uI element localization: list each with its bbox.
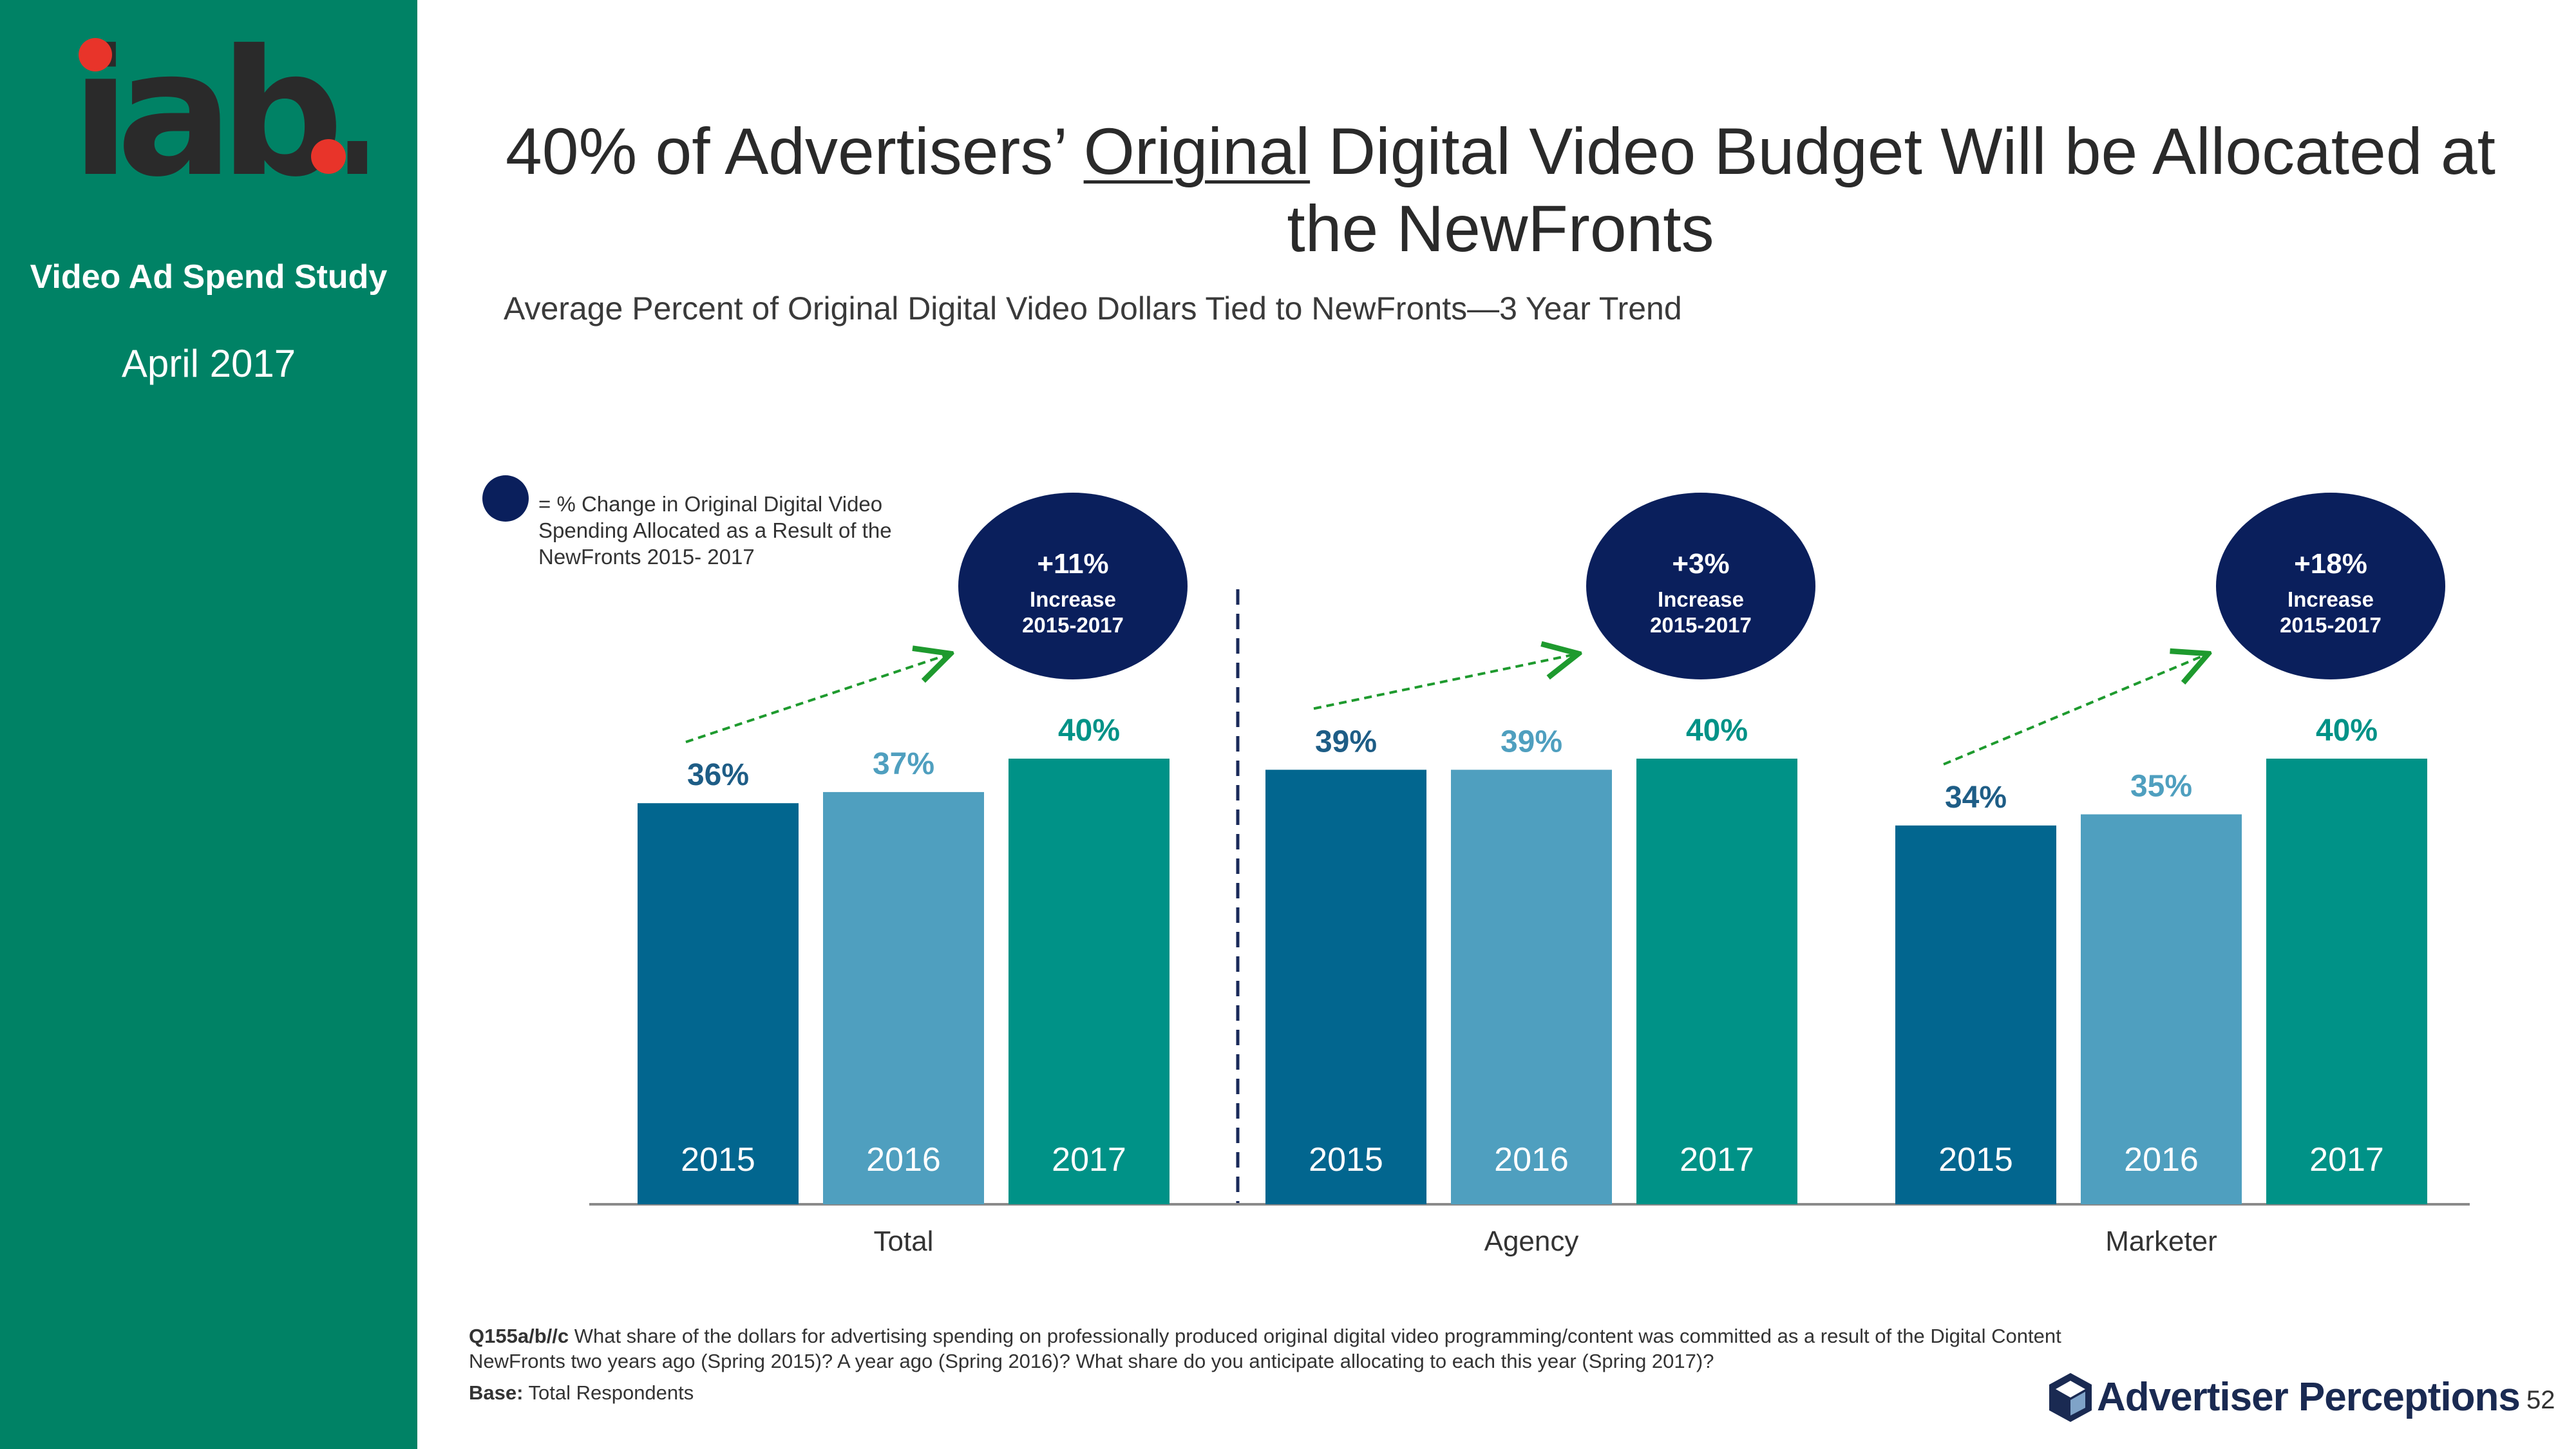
category-label-agency: Agency bbox=[1484, 1226, 1579, 1257]
category-label-marketer: Marketer bbox=[2105, 1226, 2217, 1257]
sidebar: iab. Video Ad Spend Study April 2017 bbox=[0, 0, 417, 1449]
year-label-total-2016: 2016 bbox=[866, 1141, 941, 1179]
brand-name: Advertiser Perceptions bbox=[2097, 1375, 2521, 1419]
value-label-agency-2016: 39% bbox=[1501, 724, 1562, 759]
iab-logo-dot-top bbox=[79, 38, 112, 71]
change-line2-agency: 2015-2017 bbox=[1650, 613, 1752, 637]
value-label-marketer-2017: 40% bbox=[2316, 714, 2378, 748]
value-label-marketer-2016: 35% bbox=[2130, 770, 2192, 804]
change-line2-marketer: 2015-2017 bbox=[2280, 613, 2382, 637]
study-title: Video Ad Spend Study bbox=[30, 258, 388, 296]
title-part-2: Digital Video Budget Will be Allocated a… bbox=[1287, 115, 2496, 265]
value-label-total-2016: 37% bbox=[873, 747, 934, 781]
change-bubble-marketer bbox=[2216, 493, 2445, 679]
trend-arrow-agency bbox=[1313, 654, 1578, 710]
category-label-total: Total bbox=[874, 1226, 934, 1257]
year-label-marketer-2016: 2016 bbox=[2124, 1141, 2199, 1179]
page-number: 52 bbox=[2526, 1386, 2555, 1414]
bar-marketer-2017 bbox=[2266, 759, 2427, 1204]
bar-agency-2016 bbox=[1451, 770, 1612, 1204]
bar-agency-2017 bbox=[1636, 759, 1797, 1204]
year-label-agency-2017: 2017 bbox=[1680, 1141, 1754, 1179]
year-label-total-2015: 2015 bbox=[681, 1141, 755, 1179]
legend-text: = % Change in Original Digital Video Spe… bbox=[538, 492, 892, 569]
page-title: 40% of Advertisers’ Original Digital Vid… bbox=[477, 113, 2524, 267]
title-underlined: Original bbox=[1083, 115, 1311, 188]
change-value-total: +11% bbox=[1037, 548, 1108, 580]
survey-question: Q155a/b//c What share of the dollars for… bbox=[469, 1323, 2092, 1374]
year-label-marketer-2017: 2017 bbox=[2309, 1141, 2384, 1179]
change-line1-marketer: Increase bbox=[2287, 587, 2374, 611]
study-date: April 2017 bbox=[121, 342, 296, 385]
base-note: Base: Total Respondents bbox=[469, 1381, 694, 1405]
base-value: Total Respondents bbox=[523, 1381, 694, 1404]
cube-icon bbox=[2049, 1373, 2092, 1422]
value-label-marketer-2015: 34% bbox=[1945, 781, 2007, 815]
value-label-total-2017: 40% bbox=[1058, 714, 1120, 748]
bar-total-2015 bbox=[638, 803, 799, 1204]
value-label-total-2015: 36% bbox=[687, 758, 749, 792]
iab-logo-dot-bottom bbox=[311, 139, 346, 174]
bar-marketer-2016 bbox=[2081, 814, 2242, 1204]
base-label: Base: bbox=[469, 1381, 524, 1404]
change-line2-total: 2015-2017 bbox=[1022, 613, 1124, 637]
legend-bubble-icon bbox=[482, 475, 529, 522]
title-part-1: 40% of Advertisers’ bbox=[505, 115, 1084, 188]
year-label-agency-2016: 2016 bbox=[1494, 1141, 1569, 1179]
year-label-total-2017: 2017 bbox=[1052, 1141, 1126, 1179]
bar-total-2016 bbox=[823, 791, 984, 1204]
bar-total-2017 bbox=[1009, 759, 1170, 1204]
question-id: Q155a/b//c bbox=[469, 1325, 569, 1347]
change-line1-agency: Increase bbox=[1658, 587, 1744, 611]
bar-agency-2015 bbox=[1265, 770, 1426, 1204]
bar-marketer-2015 bbox=[1895, 825, 2056, 1204]
value-label-agency-2015: 39% bbox=[1315, 724, 1377, 759]
question-text: What share of the dollars for advertisin… bbox=[469, 1325, 2061, 1372]
change-bubble-agency bbox=[1586, 493, 1815, 679]
iab-logo: iab. bbox=[71, 35, 367, 190]
year-label-marketer-2015: 2015 bbox=[1938, 1141, 2013, 1179]
change-value-agency: +3% bbox=[1672, 548, 1729, 580]
change-bubble-total bbox=[958, 493, 1188, 679]
change-line1-total: Increase bbox=[1030, 587, 1116, 611]
value-label-agency-2017: 40% bbox=[1686, 714, 1748, 748]
change-value-marketer: +18% bbox=[2294, 548, 2367, 580]
trend-arrow-marketer bbox=[1943, 654, 2208, 766]
trend-arrow-total bbox=[685, 654, 951, 744]
year-label-agency-2015: 2015 bbox=[1309, 1141, 1383, 1179]
chart-subtitle: Average Percent of Original Digital Vide… bbox=[504, 290, 1682, 327]
